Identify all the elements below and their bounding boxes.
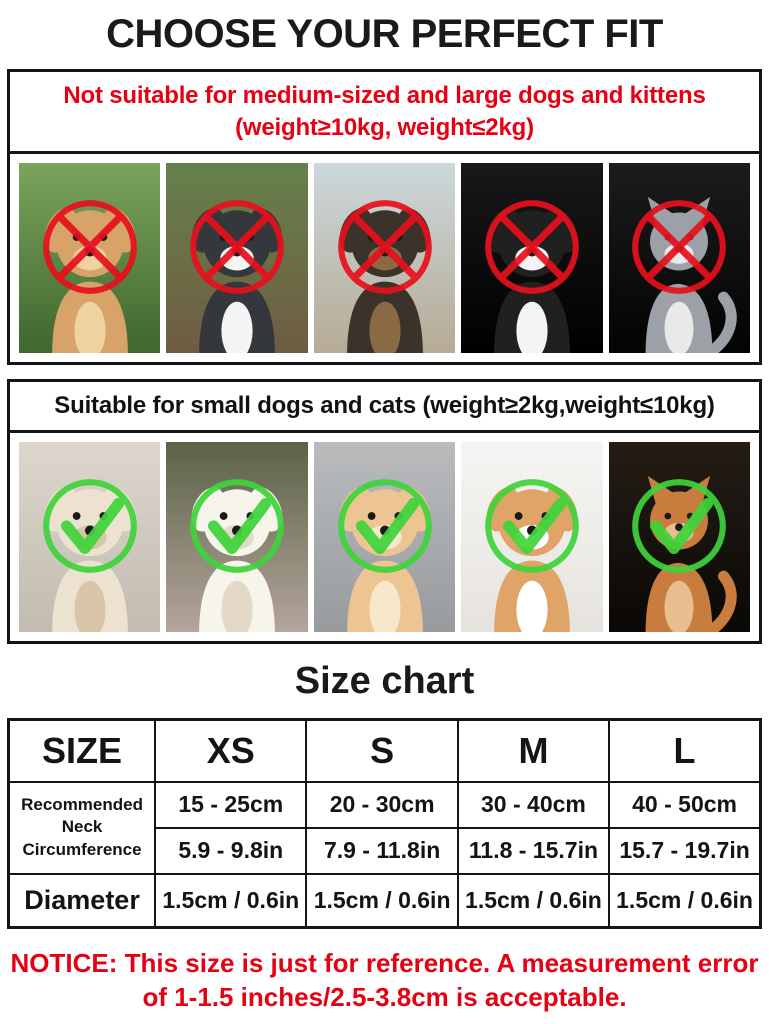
neck-cm-s: 20 - 30cm — [305, 780, 459, 829]
photo-golden-retriever — [19, 163, 161, 354]
table-header-row: SIZE XS S M L — [7, 718, 762, 783]
neck-cm-xs: 15 - 25cm — [154, 780, 308, 829]
not-suitable-heading-line1: Not suitable for medium-sized and large … — [63, 82, 706, 109]
red-cross-circle-icon — [337, 200, 432, 294]
green-check-circle-icon — [485, 478, 579, 573]
diameter-s: 1.5cm / 0.6in — [305, 872, 459, 929]
diameter-xs: 1.5cm / 0.6in — [154, 872, 308, 929]
red-cross-circle-icon — [42, 200, 137, 294]
page-title: CHOOSE YOUR PERFECT FIT — [106, 12, 663, 56]
red-cross-circle-icon — [485, 200, 579, 294]
green-check-circle-icon — [42, 478, 137, 573]
notice-text: NOTICE: This size is just for reference.… — [10, 948, 759, 1012]
red-cross-circle-icon — [632, 200, 727, 294]
photo-bichon-frise — [166, 442, 308, 633]
column-header-xs: XS — [154, 718, 308, 783]
neck-cm-row: Recommended Neck Circumference 15 - 25cm… — [7, 780, 762, 875]
neck-in-m: 11.8 - 15.7in — [456, 826, 611, 875]
diameter-l: 1.5cm / 0.6in — [608, 872, 762, 929]
not-suitable-section: Not suitable for medium-sized and large … — [7, 69, 762, 366]
photo-pomeranian — [313, 442, 456, 633]
diameter-row: Diameter 1.5cm / 0.6in 1.5cm / 0.6in 1.5… — [7, 872, 762, 929]
green-check-circle-icon — [190, 478, 284, 573]
gray-kitten-illustration — [645, 197, 737, 354]
neck-circumference-label: Recommended Neck Circumference — [7, 780, 157, 875]
photo-gray-kitten — [608, 163, 751, 354]
photo-siberian-husky — [166, 163, 308, 354]
diameter-label: Diameter — [7, 872, 157, 929]
diameter-m: 1.5cm / 0.6in — [456, 872, 611, 929]
red-cross-circle-icon — [190, 200, 284, 294]
neck-cm-l: 40 - 50cm — [608, 780, 762, 829]
column-header-l: L — [608, 718, 762, 783]
size-chart-title: Size chart — [294, 660, 475, 703]
column-header-s: S — [305, 718, 459, 783]
suitable-section: Suitable for small dogs and cats (weight… — [7, 379, 762, 645]
suitable-heading: Suitable for small dogs and cats (weight… — [10, 382, 759, 434]
neck-in-xs: 5.9 - 9.8in — [154, 826, 308, 875]
neck-in-row: 5.9 - 9.8in 7.9 - 11.8in 11.8 - 15.7in 1… — [9, 826, 762, 875]
neck-in-s: 7.9 - 11.8in — [305, 826, 459, 875]
photo-border-collie — [461, 163, 603, 354]
photo-orange-tabby-cat — [608, 442, 751, 633]
size-chart-table: SIZE XS S M L Recommended Neck Circumfer… — [7, 718, 762, 930]
not-suitable-photo-row — [10, 154, 759, 362]
photo-toy-poodle — [19, 442, 161, 633]
cat-illustration — [645, 197, 737, 354]
not-suitable-heading: Not suitable for medium-sized and large … — [10, 72, 759, 155]
neck-in-l: 15.7 - 19.7in — [608, 826, 762, 875]
green-check-circle-icon — [337, 478, 432, 573]
photo-doberman — [313, 163, 456, 354]
column-header-size: SIZE — [7, 718, 157, 783]
not-suitable-heading-line2: (weight≥10kg, weight≤2kg) — [235, 113, 534, 141]
column-header-m: M — [456, 718, 611, 783]
photo-corgi — [461, 442, 603, 633]
green-check-circle-icon — [632, 478, 727, 573]
suitable-photo-row — [10, 433, 759, 641]
suitable-heading-line: Suitable for small dogs and cats (weight… — [54, 392, 715, 420]
neck-cm-m: 30 - 40cm — [456, 780, 611, 829]
